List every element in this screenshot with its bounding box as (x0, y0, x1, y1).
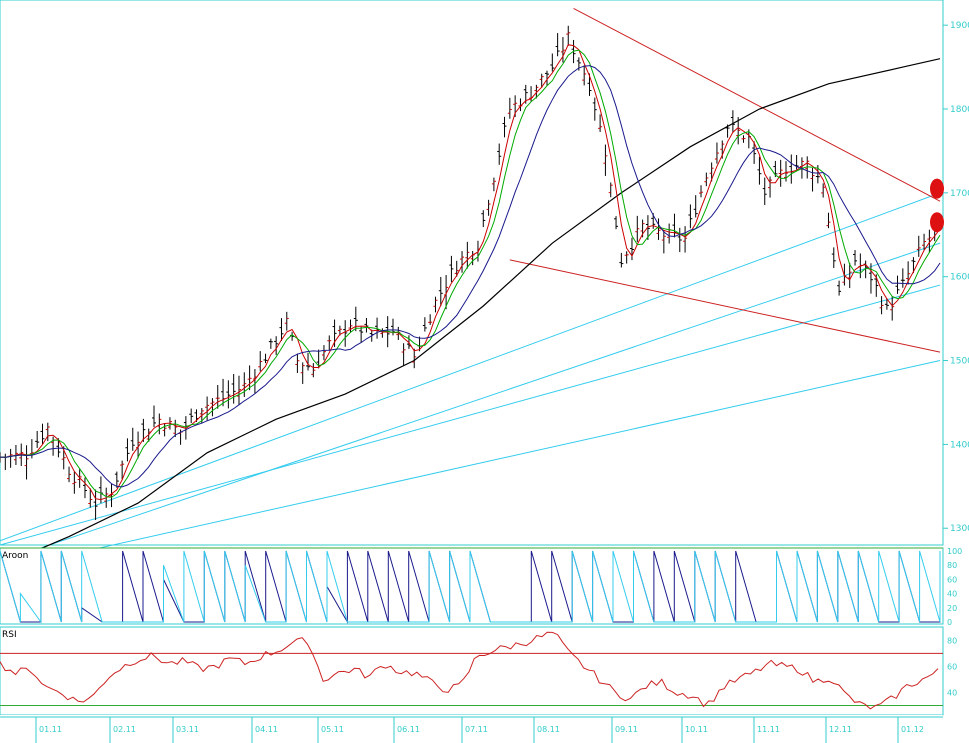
price-tick-label: 1300 (950, 524, 969, 534)
ma-fast-line (0, 49, 941, 498)
cyan-trendlines (0, 192, 941, 571)
ma200-line (0, 58, 941, 567)
aroon-tick-label: 100 (947, 547, 962, 556)
rsi-panel: RSI 80 60 40 (0, 626, 957, 716)
price-bars (0, 25, 942, 521)
date-tick-label: 04.11 (255, 725, 278, 734)
rsi-tick-label: 80 (947, 636, 957, 645)
signal-markers (930, 178, 944, 233)
price-tick-label: 1400 (950, 440, 969, 450)
rsi-panel-border (0, 626, 944, 716)
date-tick-label: 08.11 (537, 725, 560, 734)
aroon-title: Aroon (2, 551, 28, 561)
cyan-trendline (0, 192, 941, 542)
date-axis: 01.11 02.11 03.11 04.11 05.11 06.11 07.11 08.11… (0, 715, 943, 743)
price-panel: 1900 1800 1700 1600 1500 1400 1300 (0, 0, 969, 571)
rsi-line (0, 631, 939, 710)
ma-mid-line (0, 65, 941, 488)
price-tick-label: 1600 (950, 273, 969, 283)
price-panel-border (0, 0, 944, 546)
ma200-path (0, 58, 941, 567)
date-tick-label: 03.11 (176, 725, 199, 734)
rsi-axis-ticks: 80 60 40 (947, 636, 957, 697)
signal-marker (930, 212, 944, 233)
rsi-title: RSI (2, 630, 17, 640)
red-trendlines (509, 7, 941, 353)
date-tick-label: 05.11 (321, 725, 344, 734)
aroon-axis-ticks: 100 80 60 40 20 0 (947, 547, 962, 627)
red-trendline (509, 259, 941, 353)
date-tick-label: 09.11 (615, 725, 638, 734)
date-axis-strip (0, 715, 943, 743)
price-tick-label: 1500 (950, 357, 969, 367)
date-tick-label: 11.11 (757, 725, 780, 734)
date-tick-label: 07.11 (465, 725, 488, 734)
price-tick-label: 1800 (950, 105, 969, 115)
aroon-down-line (0, 550, 941, 624)
date-tick-label: 02.11 (113, 725, 136, 734)
signal-marker (930, 178, 944, 199)
aroon-tick-label: 20 (947, 604, 957, 613)
aroon-tick-label: 80 (947, 561, 957, 570)
aroon-panel-border (0, 547, 944, 625)
rsi-path (0, 631, 939, 710)
rsi-levels (0, 652, 943, 706)
rsi-tick-label: 60 (947, 662, 957, 671)
aroon-tick-label: 40 (947, 590, 957, 599)
red-trendline (573, 7, 941, 202)
date-tick-label: 01.12 (901, 725, 924, 734)
price-tick-label: 1700 (950, 189, 969, 199)
date-axis-ticks: 01.11 02.11 03.11 04.11 05.11 06.11 07.11 08.11… (35, 717, 924, 743)
moving-averages (0, 44, 941, 501)
aroon-tick-label: 60 (947, 575, 957, 584)
rsi-tick-label: 40 (947, 688, 957, 697)
ma-red-line (0, 44, 941, 501)
aroon-lines (0, 550, 941, 624)
date-tick-label: 12.11 (829, 725, 852, 734)
price-tick-label: 1900 (950, 21, 969, 31)
cyan-trendline (0, 284, 941, 546)
cyan-trendline (0, 360, 941, 571)
price-axis-ticks: 1900 1800 1700 1600 1500 1400 1300 (943, 21, 969, 534)
date-tick-label: 01.11 (39, 725, 62, 734)
cyan-trendline (0, 242, 941, 563)
aroon-panel: Aroon 100 80 60 40 20 0 (0, 547, 962, 627)
aroon-tick-label: 0 (947, 618, 952, 627)
date-tick-label: 10.11 (685, 725, 708, 734)
date-tick-label: 06.11 (397, 725, 420, 734)
